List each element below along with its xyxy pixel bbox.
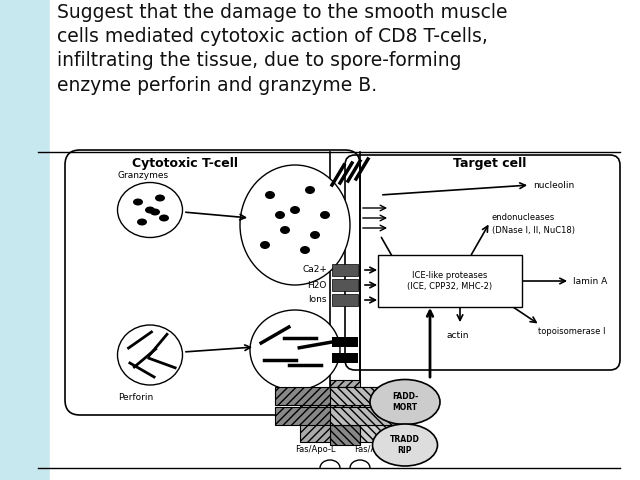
Text: Fas/Apo-L: Fas/Apo-L — [295, 445, 335, 455]
Bar — [332, 353, 358, 363]
Bar — [330, 425, 360, 445]
Ellipse shape — [275, 211, 285, 219]
Text: Ions: Ions — [308, 296, 327, 304]
Text: endonucleases: endonucleases — [492, 214, 556, 223]
Ellipse shape — [240, 165, 350, 285]
Text: TRADD
RIP: TRADD RIP — [390, 435, 420, 455]
Text: topoisomerase I: topoisomerase I — [538, 327, 605, 336]
Ellipse shape — [370, 380, 440, 424]
Ellipse shape — [145, 206, 155, 214]
Ellipse shape — [118, 182, 182, 238]
Bar — [330, 407, 410, 425]
Ellipse shape — [250, 310, 340, 390]
Text: Granzymes: Granzymes — [118, 171, 169, 180]
Text: Target cell: Target cell — [453, 157, 527, 170]
Ellipse shape — [305, 186, 315, 194]
Text: Perforin: Perforin — [118, 393, 153, 401]
Text: lamin A: lamin A — [573, 276, 607, 286]
Bar — [332, 264, 358, 276]
Ellipse shape — [155, 194, 165, 202]
Bar — [332, 279, 358, 291]
Text: Suggest that the damage to the smooth muscle
cells mediated cytotoxic action of : Suggest that the damage to the smooth mu… — [57, 3, 508, 95]
Bar — [332, 337, 358, 347]
Bar — [300, 424, 330, 442]
Ellipse shape — [290, 206, 300, 214]
Text: Ca2+: Ca2+ — [302, 265, 327, 275]
Bar — [275, 407, 390, 425]
Text: Fas/Apo-R: Fas/Apo-R — [354, 445, 396, 455]
Text: Cytotoxic T-cell: Cytotoxic T-cell — [132, 157, 238, 170]
Ellipse shape — [310, 231, 320, 239]
Bar — [0, 0, 50, 480]
Bar — [300, 402, 330, 420]
FancyBboxPatch shape — [378, 255, 522, 307]
Ellipse shape — [137, 218, 147, 226]
Ellipse shape — [300, 246, 310, 254]
Ellipse shape — [159, 215, 169, 221]
Ellipse shape — [372, 424, 438, 466]
Ellipse shape — [260, 241, 270, 249]
Bar — [360, 402, 390, 420]
Ellipse shape — [265, 191, 275, 199]
Text: nucleolin: nucleolin — [533, 180, 574, 190]
Bar — [275, 387, 390, 405]
Ellipse shape — [133, 199, 143, 205]
Ellipse shape — [118, 325, 182, 385]
Text: (DNase I, II, NuC18): (DNase I, II, NuC18) — [492, 226, 575, 235]
Text: FADD-
MORT: FADD- MORT — [392, 392, 418, 412]
Ellipse shape — [320, 211, 330, 219]
Bar — [332, 294, 358, 306]
Text: actin: actin — [447, 331, 469, 339]
Bar — [360, 424, 390, 442]
Bar — [330, 387, 410, 405]
Text: ICE-like proteases
(ICE, CPP32, MHC-2): ICE-like proteases (ICE, CPP32, MHC-2) — [408, 271, 493, 291]
Ellipse shape — [280, 226, 290, 234]
Text: H2O: H2O — [308, 280, 327, 289]
Bar — [330, 380, 360, 420]
Ellipse shape — [150, 208, 160, 216]
